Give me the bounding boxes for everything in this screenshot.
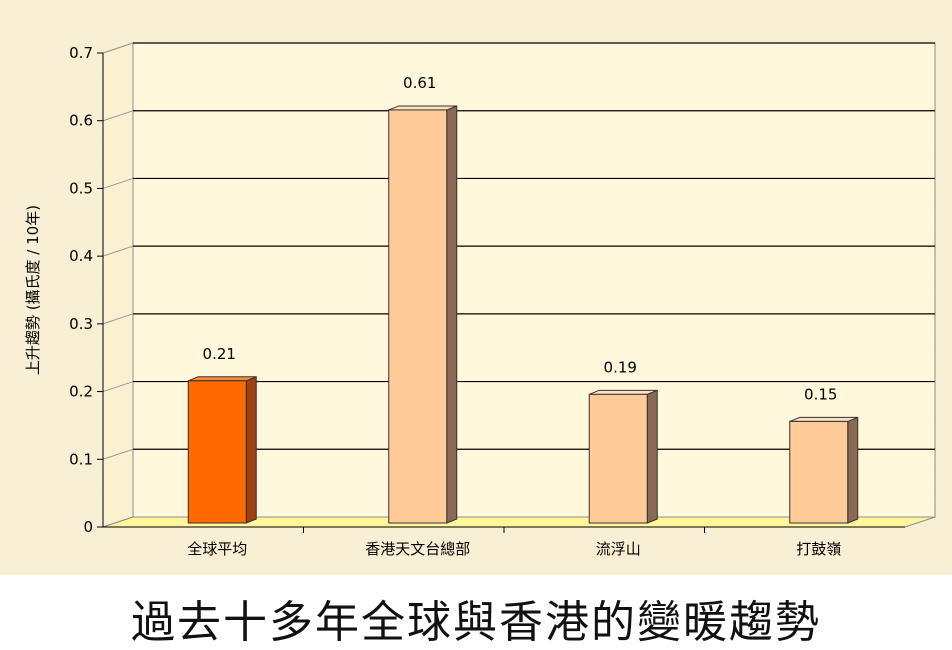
gridline-side <box>102 245 134 257</box>
category-label: 打鼓嶺 <box>796 540 841 558</box>
bar <box>588 393 648 524</box>
data-label: 0.21 <box>203 345 236 363</box>
gridline-side <box>102 381 134 393</box>
bar <box>388 109 448 524</box>
bar-side <box>245 376 257 524</box>
bar <box>187 380 247 524</box>
gridline-side <box>102 110 134 122</box>
bar-side <box>446 105 458 524</box>
bar-side <box>847 416 859 524</box>
gridline-side <box>102 313 134 325</box>
gridline-side <box>102 177 134 189</box>
y-tick-label: 0.7 <box>69 44 93 62</box>
bar-top <box>789 416 858 422</box>
bar-top <box>188 376 257 382</box>
chart-frame: 0 0.1 0.2 0.3 0.4 0.5 0.6 0.7 0.21 全球平均 0.61 香港天文台總… <box>0 0 952 575</box>
bar-side <box>646 389 658 524</box>
category-label: 流浮山 <box>596 540 641 558</box>
y-tick-label: 0.4 <box>69 247 93 265</box>
y-tick-label: 0.6 <box>69 112 93 130</box>
gridline-side <box>102 42 134 54</box>
y-tick-label: 0.5 <box>69 179 93 197</box>
data-label: 0.61 <box>403 74 436 92</box>
y-tick-label: 0 <box>83 518 93 536</box>
bar-top <box>388 105 457 111</box>
category-label: 香港天文台總部 <box>365 540 470 558</box>
bar-top <box>589 389 658 395</box>
y-axis-label: 上升趨勢 (攝氏度 / 10年) <box>24 205 42 375</box>
gridline-side <box>102 448 134 460</box>
y-tick-label: 0.3 <box>69 315 93 333</box>
y-tick-label: 0.1 <box>69 450 93 468</box>
bar <box>789 420 849 524</box>
data-label: 0.15 <box>804 385 837 403</box>
category-label: 全球平均 <box>187 540 247 558</box>
y-tick-label: 0.2 <box>69 383 93 401</box>
bar-chart: 0 0.1 0.2 0.3 0.4 0.5 0.6 0.7 0.21 全球平均 0.61 香港天文台總… <box>0 0 952 575</box>
chart-title: 過去十多年全球與香港的變暖趨勢 <box>131 597 821 648</box>
data-label: 0.19 <box>604 358 637 376</box>
